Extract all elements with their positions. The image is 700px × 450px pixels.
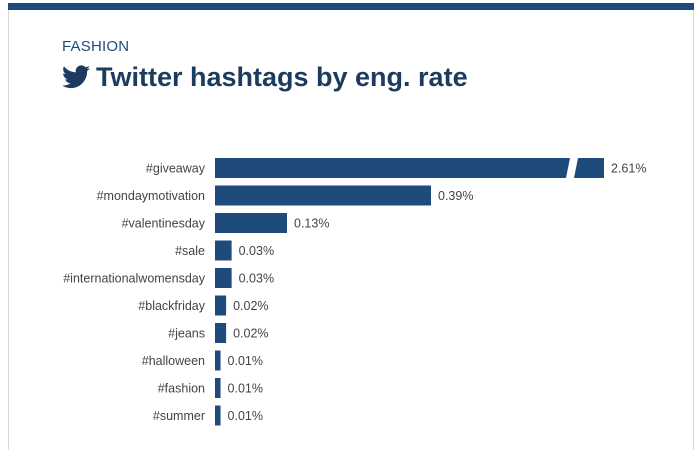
category-label: FASHION — [62, 38, 130, 55]
top-accent-bar — [8, 3, 694, 10]
category-label: #jeans — [168, 327, 205, 341]
data-label: 2.61% — [611, 162, 646, 176]
data-label: 0.02% — [233, 299, 268, 313]
category-label: #blackfriday — [138, 299, 205, 313]
data-label: 0.01% — [228, 409, 263, 423]
category-label: #fashion — [158, 382, 205, 396]
data-label: 0.01% — [228, 382, 263, 396]
bar-broken-segment — [574, 158, 604, 178]
data-label: 0.01% — [228, 354, 263, 368]
title-row: Twitter hashtags by eng. rate — [62, 60, 468, 94]
bar — [215, 323, 227, 343]
data-label: 0.39% — [438, 189, 473, 203]
bar — [215, 185, 431, 206]
bar — [215, 158, 570, 178]
data-label: 0.13% — [294, 217, 329, 231]
bar — [215, 378, 221, 398]
category-label: #internationalwomensday — [63, 272, 206, 286]
bar — [215, 213, 287, 233]
category-label: #mondaymotivation — [97, 189, 205, 203]
data-label: 0.03% — [239, 272, 274, 286]
twitter-bird-icon — [62, 65, 90, 89]
bar — [215, 240, 232, 261]
category-label: #halloween — [142, 354, 205, 368]
card-left-border — [8, 10, 9, 450]
chart-title: Twitter hashtags by eng. rate — [96, 61, 468, 92]
category-label: #valentinesday — [122, 217, 206, 231]
bar — [215, 268, 232, 288]
data-label: 0.03% — [239, 244, 274, 258]
data-label: 0.02% — [233, 327, 268, 341]
bar — [215, 350, 221, 371]
bar — [215, 405, 221, 426]
category-label: #summer — [153, 409, 205, 423]
category-label: #giveaway — [146, 162, 206, 176]
bar — [215, 295, 227, 316]
card-right-border — [693, 10, 694, 450]
category-label: #sale — [175, 244, 205, 258]
